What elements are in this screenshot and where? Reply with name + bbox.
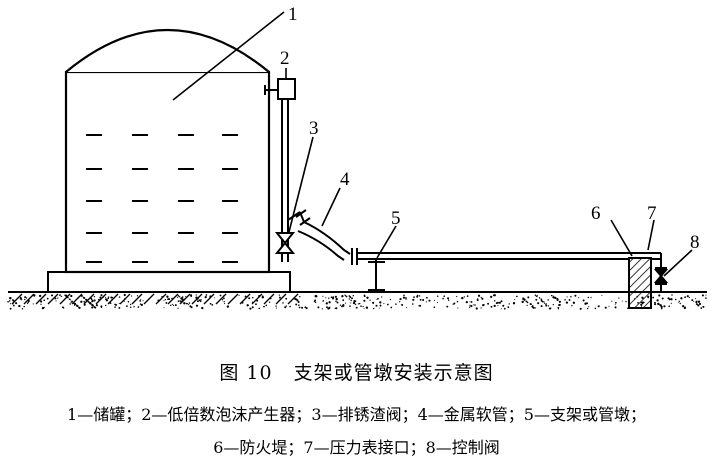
label-7: 7 [647, 203, 657, 224]
label-5: 5 [391, 208, 401, 229]
drain-valve [274, 232, 296, 254]
label-2: 2 [280, 48, 290, 69]
fire-dike [628, 257, 652, 309]
label-6: 6 [591, 203, 601, 224]
liquid-level-dashes [86, 134, 238, 263]
leader-lines [172, 11, 693, 277]
callout-labels: 1 2 3 4 5 6 7 8 [280, 4, 700, 253]
figure-number: 图 10 [219, 362, 273, 384]
control-valve [653, 267, 669, 292]
tank-foundation [47, 271, 291, 293]
pressure-gauge-connection [629, 252, 662, 268]
storage-tank [64, 28, 271, 274]
label-3: 3 [309, 118, 319, 139]
legend-line-2: 6—防火堤；7—压力表接口；8—控制阀 [213, 438, 500, 457]
horizontal-pipe [351, 248, 629, 265]
legend-line-1: 1—储罐；2—低倍数泡沫产生器；3—排锈渣阀；4—金属软管；5—支架或管墩； [67, 405, 646, 424]
ground [7, 291, 707, 310]
label-4: 4 [340, 169, 350, 190]
figure-caption: 图 10 支架或管墩安装示意图 [0, 358, 713, 385]
label-1: 1 [288, 4, 298, 25]
metal-hose [287, 209, 351, 261]
label-8: 8 [690, 232, 700, 253]
figure-title: 支架或管墩安装示意图 [293, 362, 494, 384]
pipe-support [368, 259, 385, 291]
installation-diagram: 1 2 3 4 5 6 7 8 [7, 4, 707, 310]
